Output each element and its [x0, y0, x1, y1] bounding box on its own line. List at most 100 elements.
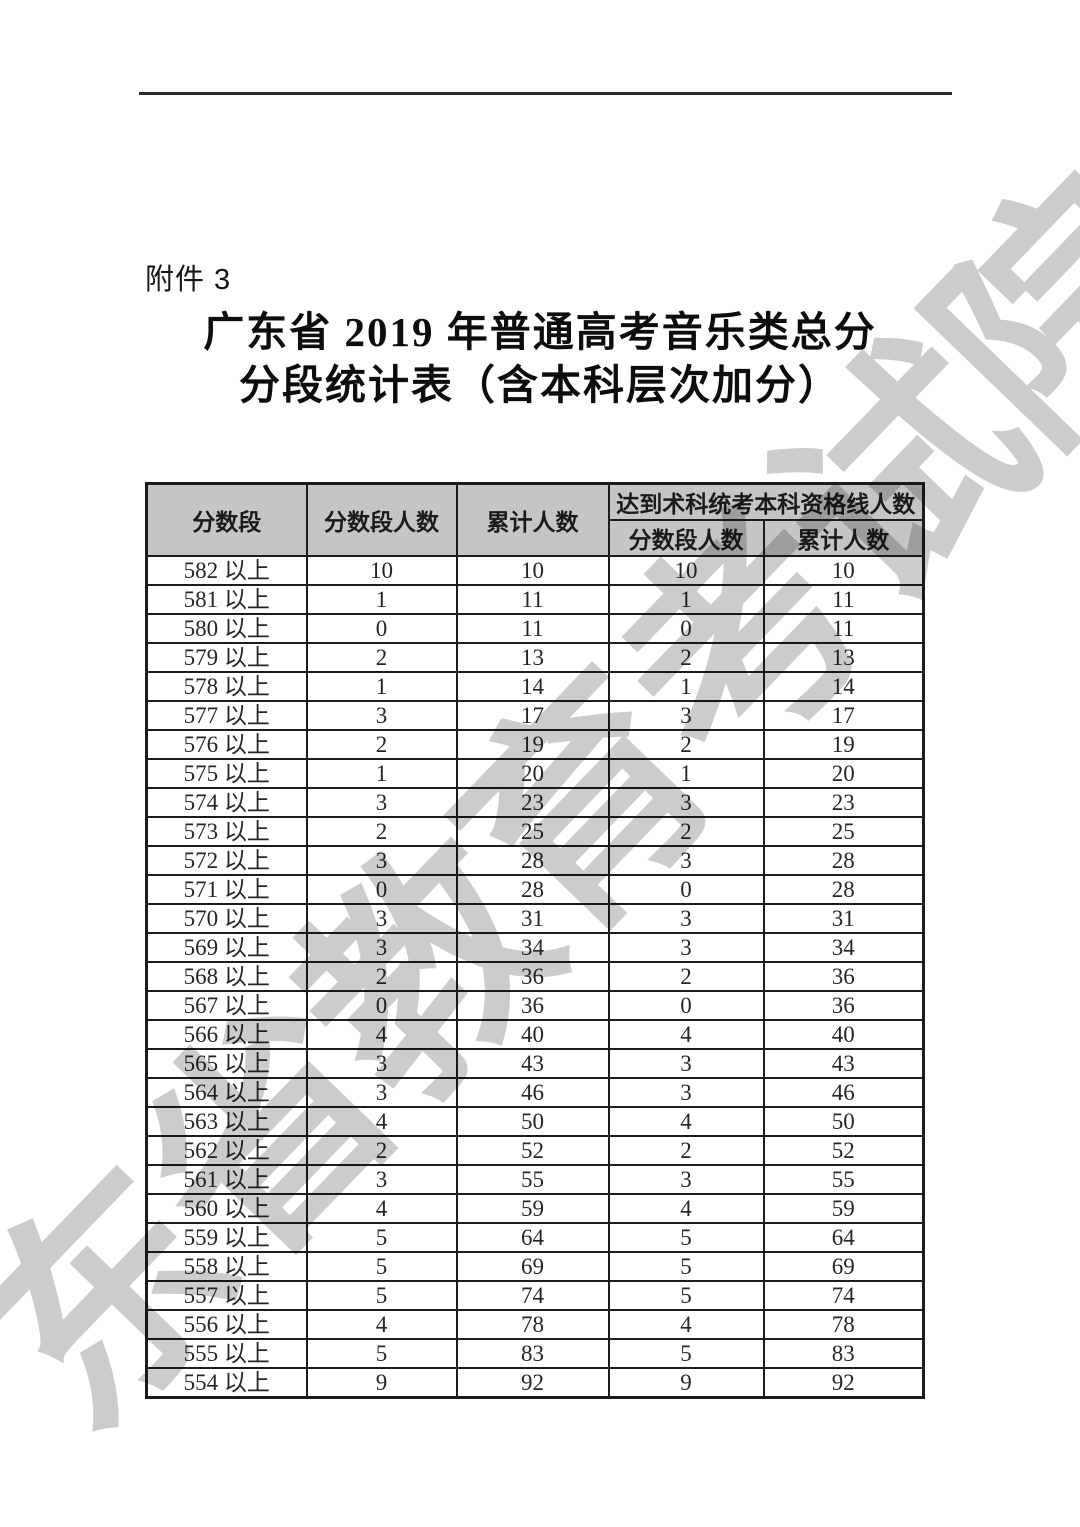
table-row: 578 以上 1 14 1 14 [145, 671, 925, 702]
cell-qualified-range-count: 4 [607, 1019, 765, 1050]
cell-score-range: 566 以上 [145, 1019, 308, 1050]
cell-qualified-range-count: 5 [607, 1251, 765, 1282]
header-cumulative-count: 累计人数 [455, 482, 610, 557]
cell-score-range: 560 以上 [145, 1193, 308, 1224]
cell-qualified-range-count: 0 [607, 874, 765, 905]
cell-range-count: 0 [305, 613, 458, 644]
cell-range-count: 2 [305, 642, 458, 673]
cell-qualified-range-count: 3 [607, 1164, 765, 1195]
cell-cumulative-count: 20 [455, 758, 610, 789]
cell-range-count: 4 [305, 1309, 458, 1340]
cell-range-count: 2 [305, 729, 458, 760]
cell-range-count: 1 [305, 758, 458, 789]
cell-range-count: 0 [305, 874, 458, 905]
cell-cumulative-count: 92 [455, 1367, 610, 1399]
cell-qualified-cumulative-count: 34 [762, 932, 925, 963]
cell-qualified-cumulative-count: 59 [762, 1193, 925, 1224]
cell-qualified-range-count: 4 [607, 1106, 765, 1137]
cell-qualified-range-count: 1 [607, 758, 765, 789]
cell-score-range: 572 以上 [145, 845, 308, 876]
table-row: 571 以上 0 28 0 28 [145, 874, 925, 905]
cell-cumulative-count: 17 [455, 700, 610, 731]
cell-score-range: 577 以上 [145, 700, 308, 731]
cell-score-range: 555 以上 [145, 1338, 308, 1369]
table-row: 563 以上 4 50 4 50 [145, 1106, 925, 1137]
cell-score-range: 564 以上 [145, 1077, 308, 1108]
cell-qualified-range-count: 5 [607, 1338, 765, 1369]
attachment-label: 附件 3 [145, 264, 232, 296]
cell-qualified-cumulative-count: 52 [762, 1135, 925, 1166]
cell-cumulative-count: 31 [455, 903, 610, 934]
cell-score-range: 575 以上 [145, 758, 308, 789]
cell-cumulative-count: 40 [455, 1019, 610, 1050]
cell-qualified-cumulative-count: 43 [762, 1048, 925, 1079]
cell-score-range: 571 以上 [145, 874, 308, 905]
cell-cumulative-count: 52 [455, 1135, 610, 1166]
cell-score-range: 580 以上 [145, 613, 308, 644]
cell-qualified-range-count: 2 [607, 1135, 765, 1166]
cell-range-count: 0 [305, 990, 458, 1021]
cell-score-range: 579 以上 [145, 642, 308, 673]
cell-score-range: 578 以上 [145, 671, 308, 702]
cell-score-range: 582 以上 [145, 555, 308, 586]
page-title-line-1: 广东省 2019 年普通高考音乐类总分 [203, 309, 877, 355]
cell-qualified-cumulative-count: 25 [762, 816, 925, 847]
cell-cumulative-count: 11 [455, 613, 610, 644]
cell-range-count: 10 [305, 555, 458, 586]
cell-qualified-cumulative-count: 69 [762, 1251, 925, 1282]
cell-cumulative-count: 50 [455, 1106, 610, 1137]
cell-cumulative-count: 43 [455, 1048, 610, 1079]
cell-range-count: 5 [305, 1251, 458, 1282]
cell-score-range: 570 以上 [145, 903, 308, 934]
cell-cumulative-count: 19 [455, 729, 610, 760]
page-title-line-2: 分段统计表（含本科层次加分） [239, 362, 841, 408]
table-row: 580 以上 0 11 0 11 [145, 613, 925, 644]
cell-qualified-cumulative-count: 92 [762, 1367, 925, 1399]
cell-cumulative-count: 14 [455, 671, 610, 702]
table-row: 569 以上 3 34 3 34 [145, 932, 925, 963]
page-title: 广东省 2019 年普通高考音乐类总分 分段统计表（含本科层次加分） [0, 306, 1080, 412]
cell-range-count: 3 [305, 1164, 458, 1195]
cell-range-count: 3 [305, 1048, 458, 1079]
cell-cumulative-count: 13 [455, 642, 610, 673]
cell-score-range: 561 以上 [145, 1164, 308, 1195]
table-row: 575 以上 1 20 1 20 [145, 758, 925, 789]
cell-score-range: 557 以上 [145, 1280, 308, 1311]
cell-qualified-cumulative-count: 28 [762, 874, 925, 905]
cell-score-range: 558 以上 [145, 1251, 308, 1282]
cell-qualified-cumulative-count: 83 [762, 1338, 925, 1369]
table-row: 557 以上 5 74 5 74 [145, 1280, 925, 1311]
cell-cumulative-count: 78 [455, 1309, 610, 1340]
cell-qualified-cumulative-count: 11 [762, 613, 925, 644]
header-score-range: 分数段 [145, 482, 308, 557]
cell-qualified-range-count: 2 [607, 642, 765, 673]
table-row: 555 以上 5 83 5 83 [145, 1338, 925, 1369]
score-distribution-table: 分数段 分数段人数 累计人数 达到术科统考本科资格线人数 分数段人数 累计人数 … [145, 482, 925, 1399]
cell-qualified-cumulative-count: 10 [762, 555, 925, 586]
cell-qualified-range-count: 3 [607, 787, 765, 818]
table-row: 577 以上 3 17 3 17 [145, 700, 925, 731]
cell-qualified-cumulative-count: 13 [762, 642, 925, 673]
cell-cumulative-count: 83 [455, 1338, 610, 1369]
cell-range-count: 3 [305, 1077, 458, 1108]
table-row: 566 以上 4 40 4 40 [145, 1019, 925, 1050]
cell-range-count: 4 [305, 1106, 458, 1137]
cell-qualified-range-count: 3 [607, 1077, 765, 1108]
table-row: 565 以上 3 43 3 43 [145, 1048, 925, 1079]
table-row: 559 以上 5 64 5 64 [145, 1222, 925, 1253]
table-row: 556 以上 4 78 4 78 [145, 1309, 925, 1340]
cell-qualified-range-count: 2 [607, 961, 765, 992]
cell-range-count: 3 [305, 700, 458, 731]
cell-range-count: 4 [305, 1193, 458, 1224]
table-header: 分数段 分数段人数 累计人数 达到术科统考本科资格线人数 分数段人数 累计人数 [145, 482, 925, 557]
cell-score-range: 569 以上 [145, 932, 308, 963]
cell-range-count: 4 [305, 1019, 458, 1050]
table-row: 581 以上 1 11 1 11 [145, 584, 925, 615]
cell-range-count: 1 [305, 584, 458, 615]
cell-qualified-cumulative-count: 74 [762, 1280, 925, 1311]
table-row: 564 以上 3 46 3 46 [145, 1077, 925, 1108]
cell-score-range: 576 以上 [145, 729, 308, 760]
cell-qualified-cumulative-count: 46 [762, 1077, 925, 1108]
cell-qualified-range-count: 0 [607, 990, 765, 1021]
cell-qualified-cumulative-count: 19 [762, 729, 925, 760]
